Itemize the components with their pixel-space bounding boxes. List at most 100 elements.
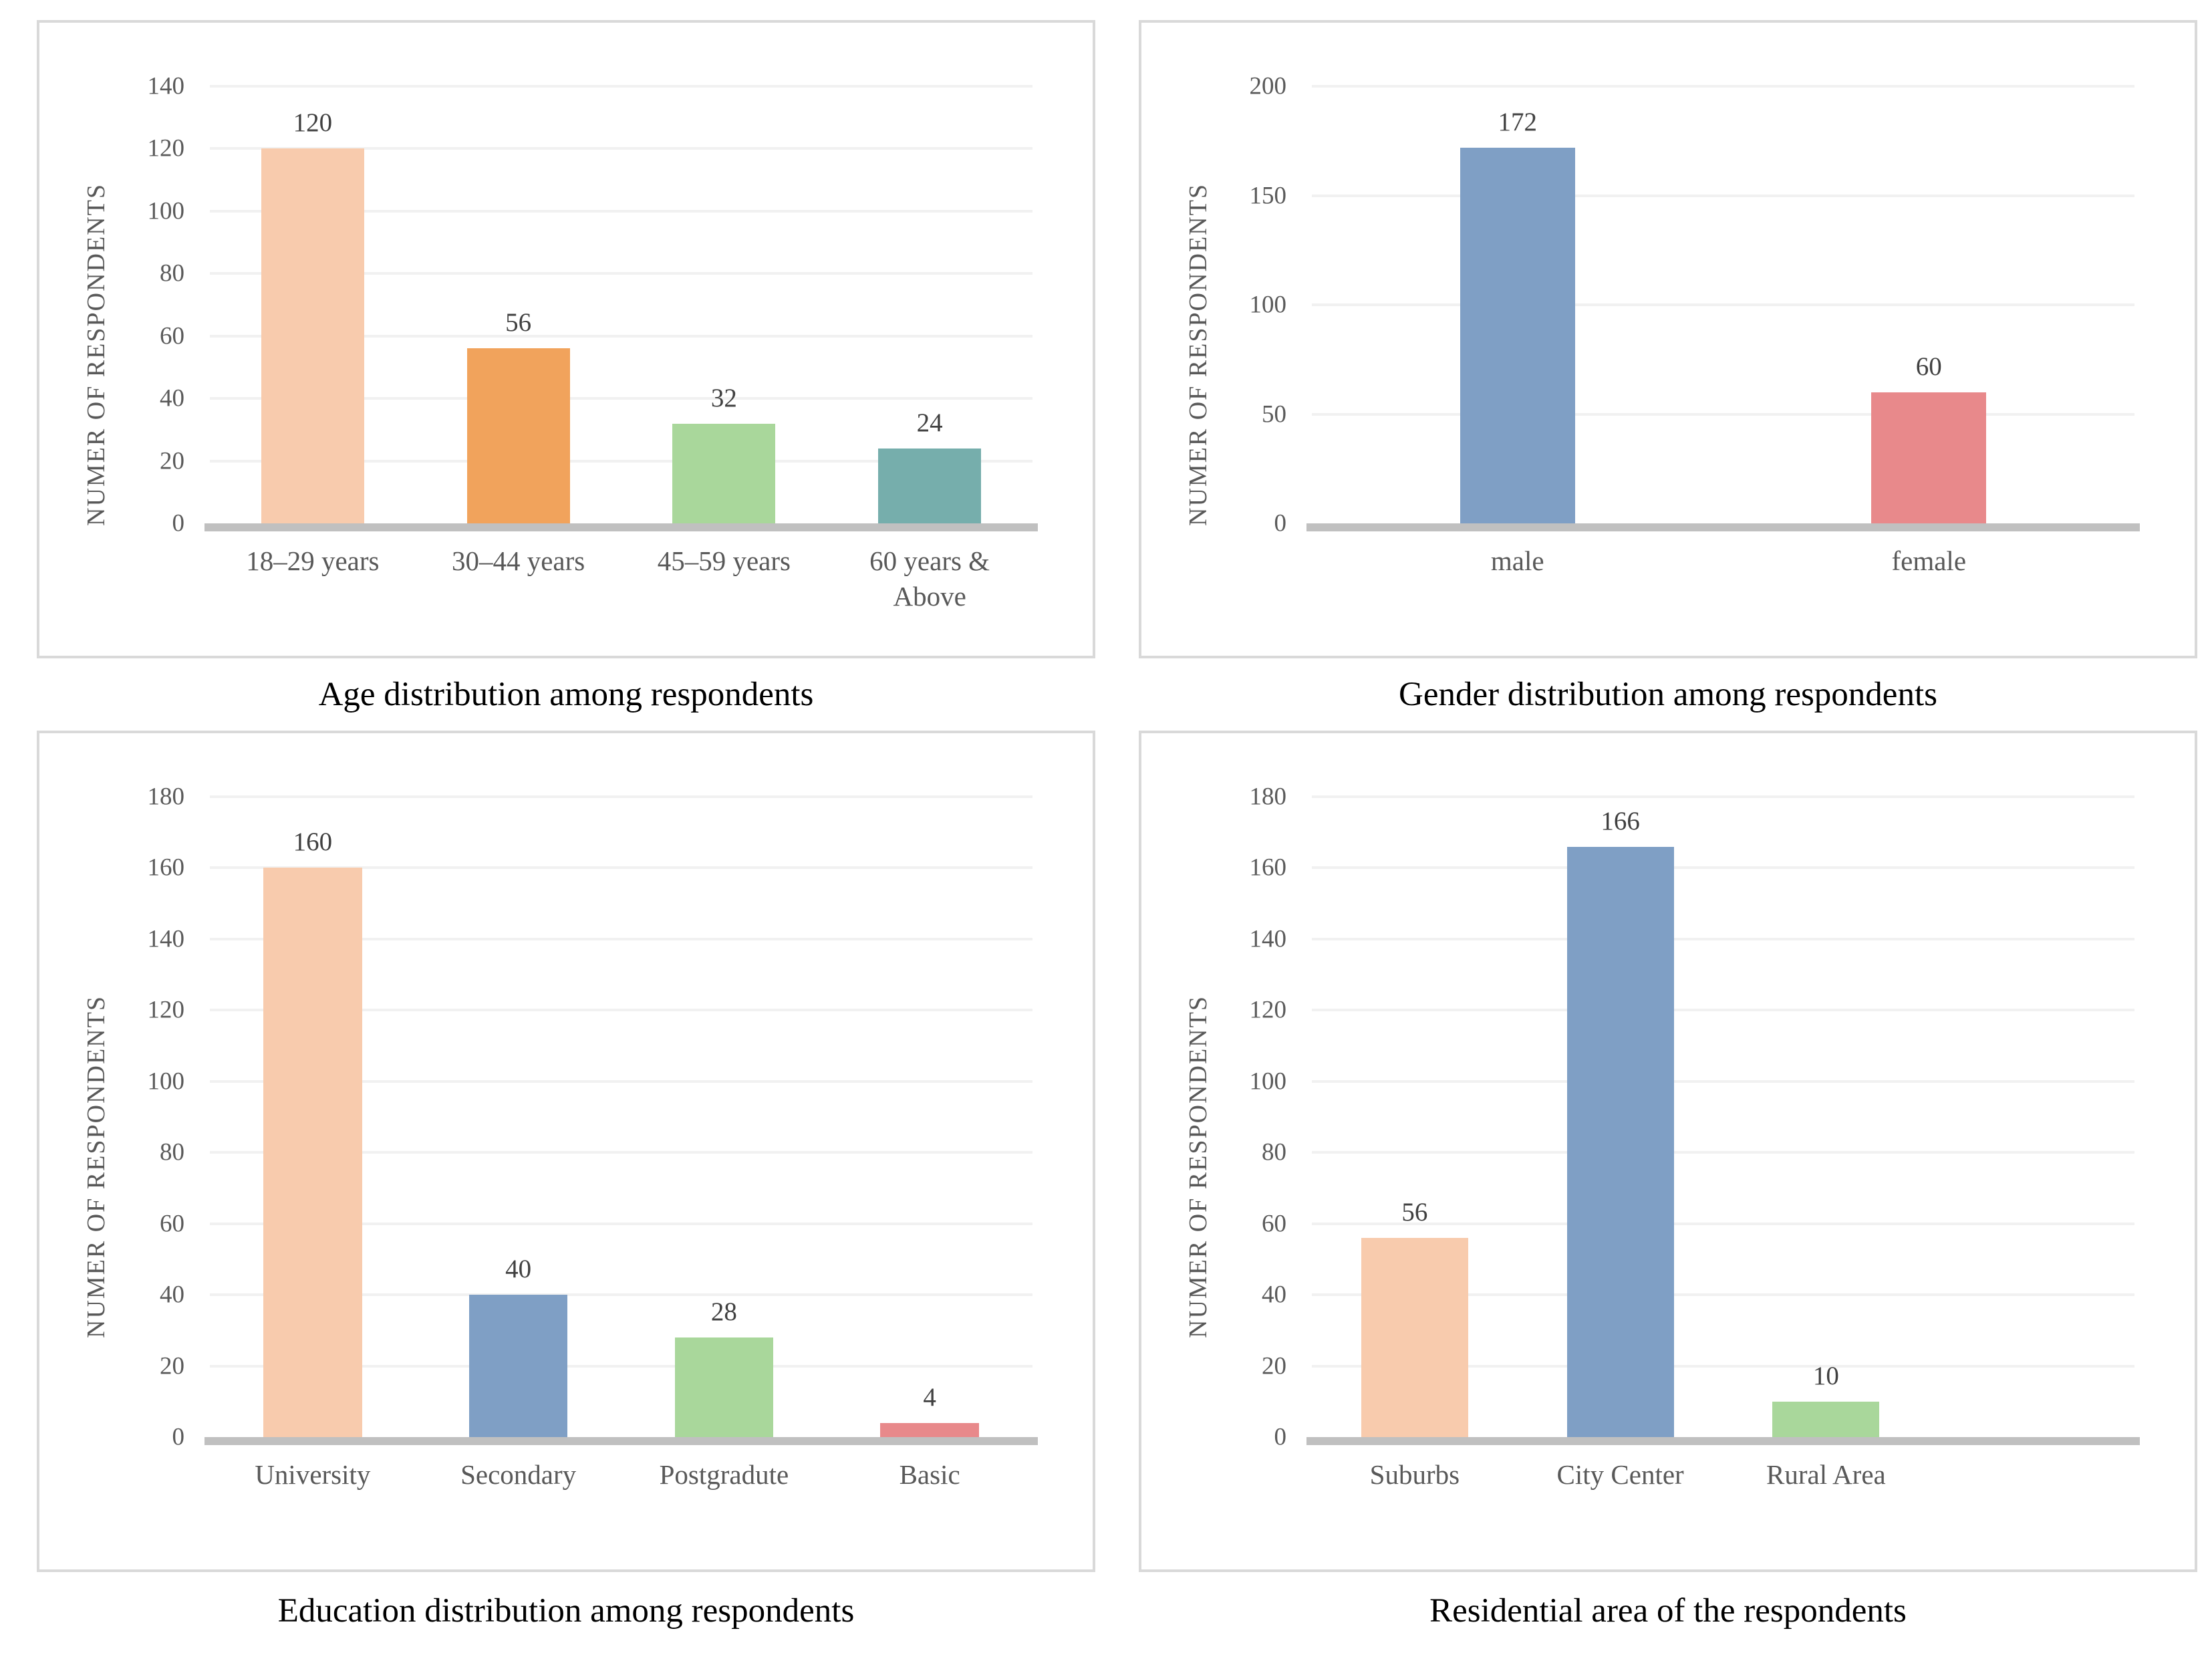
bar-slot: 10 [1723,797,1929,1437]
gridline [210,1293,1032,1297]
gridline [210,1364,1032,1368]
gridline [1312,1293,2134,1297]
bar-30-44-years [466,348,570,523]
bar-rural-area [1772,1401,1880,1437]
gridline [1312,1364,2134,1368]
gridline [210,795,1032,798]
y-tick-label: 140 [1249,925,1287,953]
y-axis-title: NUMER OF RESPONDENTS [82,183,110,527]
bar-city-center [1566,846,1674,1437]
bar-university [263,868,362,1437]
y-tick-label: 60 [160,1210,184,1238]
bar-60-years-above [878,448,982,523]
gender-chart-caption: Gender distribution among respondents [1399,676,1937,713]
category-label: Rural Area [1766,1459,1886,1490]
gridline [210,1079,1032,1083]
bars-container: 120 56 32 24 [210,86,1032,523]
bar-value-label: 166 [1601,806,1640,836]
y-axis-ticks: 0 50 100 150 200 [1232,73,1312,537]
y-axis-ticks: 0 20 40 60 80 100 120 140 [130,73,210,537]
y-axis-ticks: 0 20 40 60 80 100 120 140 160 180 [130,783,210,1451]
y-axis-title: NUMER OF RESPONDENTS [1184,183,1212,527]
bar-value-label: 40 [505,1255,532,1284]
y-tick-label: 160 [147,854,185,882]
chart-area: 0 20 40 60 80 100 120 140 160 180 160 40 28 4 Univer… [130,783,1038,1537]
y-tick-label: 0 [172,1423,185,1451]
y-tick-label: 100 [147,197,185,225]
bar-slot [1929,797,2134,1437]
category-label: University [255,1459,371,1490]
bar-slot: 166 [1518,797,1723,1437]
y-tick-label: 40 [160,1281,184,1309]
gridline [1312,303,2134,306]
category-label: Suburbs [1369,1459,1460,1490]
bar-slot: 32 [621,86,827,523]
gridline [210,459,1032,463]
gridline [210,85,1032,88]
category-label: female [1891,545,1967,576]
category-label: 60 years & Above [869,545,990,612]
bar-slot: 24 [827,86,1032,523]
bar-value-label: 32 [710,383,737,412]
bar-value-label: 10 [1812,1361,1839,1390]
bar-suburbs [1361,1237,1468,1437]
gridline [210,937,1032,940]
y-tick-label: 100 [147,1067,185,1096]
y-tick-label: 80 [1262,1138,1286,1166]
y-tick-label: 80 [160,1138,184,1166]
x-axis-labels: Suburbs City Center Rural Area [1312,1437,2134,1537]
y-tick-label: 80 [160,259,184,287]
bar-slot: 4 [827,797,1032,1437]
bar-secondary [468,1295,568,1437]
gridline [1312,1009,2134,1012]
y-tick-label: 0 [1274,509,1287,537]
chart-area: 0 50 100 150 200 172 60 male female [1232,73,2140,624]
bar-value-label: 56 [505,308,532,338]
age-chart-caption: Age distribution among respondents [318,676,814,713]
gridline [210,272,1032,275]
bar-value-label: 172 [1498,107,1538,136]
gridline [210,1009,1032,1012]
y-tick-label: 50 [1262,400,1286,428]
bar-slot: 28 [621,797,827,1437]
x-axis-line [204,523,1038,531]
chart-area: 0 20 40 60 80 100 120 140 160 180 56 166 10 Suburbs… [1232,783,2140,1537]
y-tick-label: 20 [1262,1352,1286,1380]
bar-slot: 172 [1312,86,1723,523]
gender-chart-panel: NUMER OF RESPONDENTS 0 50 100 150 200 172 60 … [1139,20,2197,658]
y-tick-label: 60 [160,322,184,350]
category-label: 30–44 years [451,545,585,576]
y-tick-label: 0 [172,509,185,537]
x-axis-labels: 18–29 years 30–44 years 45–59 years 60 year… [210,523,1032,624]
bars-container: 56 166 10 [1312,797,2134,1437]
bar-female [1871,392,1987,523]
x-axis-line [1306,1437,2140,1445]
y-axis-ticks: 0 20 40 60 80 100 120 140 160 180 [1232,783,1312,1451]
bar-45-59-years [672,423,776,523]
gridline [1312,1222,2134,1225]
education-chart-caption: Education distribution among respondents [277,1591,855,1630]
bar-slot: 60 [1723,86,2135,523]
y-tick-label: 160 [1249,854,1287,882]
bar-slot: 56 [416,86,621,523]
gridline [1312,85,2134,88]
y-tick-label: 100 [1249,291,1287,319]
gridline [210,866,1032,870]
y-tick-label: 60 [1262,1210,1286,1238]
y-tick-label: 180 [147,783,185,811]
gridline [1312,412,2134,416]
gridline [1312,866,2134,870]
y-tick-label: 120 [147,996,185,1024]
bars-container: 172 60 [1312,86,2134,523]
x-axis-labels: male female [1312,523,2134,624]
y-tick-label: 200 [1249,72,1287,100]
bar-value-label: 160 [293,827,333,857]
category-label: Basic [899,1459,960,1490]
gridline [1312,795,2134,798]
bar-slot: 160 [210,797,416,1437]
bar-value-label: 4 [923,1382,936,1412]
gridline [210,1151,1032,1154]
bar-value-label: 120 [293,108,333,138]
residence-chart-caption: Residential area of the respondents [1429,1591,1907,1630]
